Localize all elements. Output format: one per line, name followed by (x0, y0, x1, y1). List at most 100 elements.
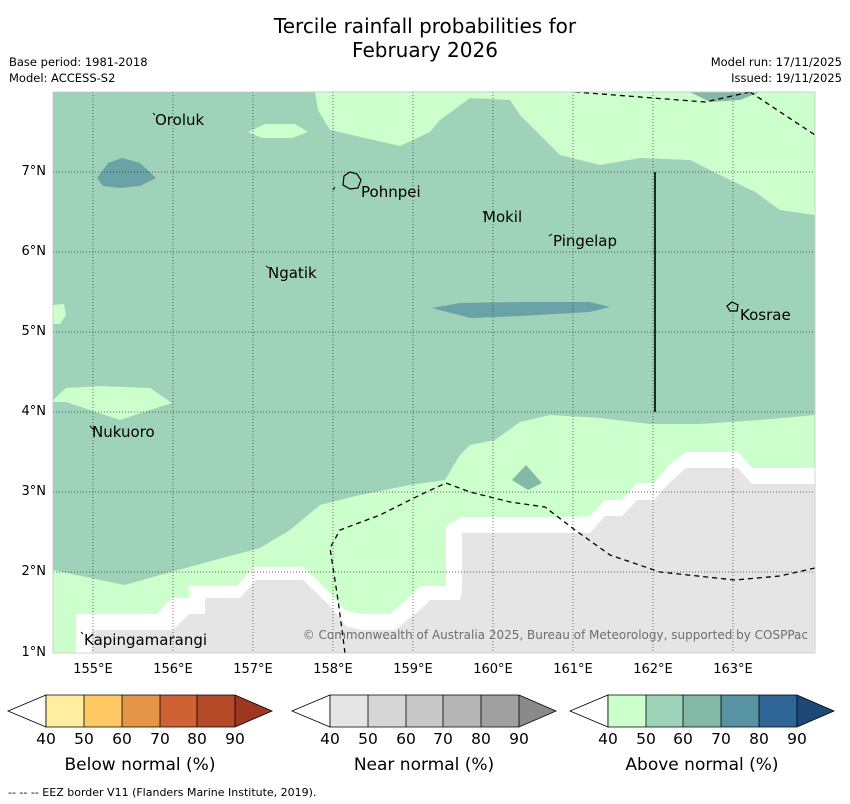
lat-label-1n: 1°N (21, 645, 47, 660)
above-40-50-nukuoro (53, 386, 172, 420)
probability-field (53, 92, 815, 653)
cb-below-tick-80: 80 (187, 730, 207, 748)
title-line-2: February 2026 (352, 38, 498, 62)
cb-near-tick-40: 40 (320, 730, 340, 748)
cb-below-90 (197, 695, 235, 727)
cb-near-tick-80: 80 (471, 730, 491, 748)
cb-below-title: Below normal (%) (64, 755, 216, 775)
ngatik-atoll (265, 265, 270, 269)
eez-legend-footer: -- -- -- EEZ border V11 (Flanders Marine… (8, 786, 317, 799)
run-info: Model run: 17/11/2025 Issued: 19/11/2025 (711, 54, 842, 86)
place-label-pohnpei: Pohnpei (361, 183, 421, 201)
cb-near-outline (329, 694, 558, 728)
place-label-kosrae: Kosrae (740, 306, 791, 324)
map-frame (52, 91, 816, 654)
cb-above-70 (683, 695, 721, 727)
model-run-date: Model run: 17/11/2025 (710, 55, 842, 69)
cb-above-50 (608, 695, 646, 727)
cb-near-60 (368, 695, 406, 727)
place-label-oroluk: Oroluk (155, 111, 205, 129)
cb-above-tick-70: 70 (711, 730, 731, 748)
cb-above-title: Above normal (%) (625, 755, 779, 775)
cb-above-tick-50: 50 (636, 730, 656, 748)
lat-label-7n: 7°N (21, 164, 47, 179)
above-40-50-west (53, 304, 66, 324)
above-40-50-region-north (315, 92, 815, 215)
cb-above-over (797, 695, 834, 727)
above-60-70-region-north (690, 92, 760, 102)
above-60-70-blob-west (97, 158, 156, 188)
cb-near-tick-50: 50 (358, 730, 378, 748)
cb-near-tick-60: 60 (396, 730, 416, 748)
copyright-notice: © Commonwealth of Australia 2025, Bureau… (302, 628, 808, 642)
pohnpei-island (342, 171, 362, 190)
kapingamarangi-atoll (80, 631, 84, 635)
title-line-1: Tercile rainfall probabilities for (273, 14, 577, 38)
cb-near-under (290, 694, 331, 728)
cb-near-90 (481, 695, 519, 727)
cb-below-80 (160, 695, 197, 727)
above-60-70-blob-center (432, 302, 610, 318)
cb-near-80 (443, 695, 481, 727)
cb-below-tick-40: 40 (36, 730, 56, 748)
colorbar-near-normal (290, 694, 558, 728)
colorbar-below-normal (6, 694, 274, 728)
place-label-nukuoro: Nukuoro (92, 423, 155, 441)
lon-label-155e: 155°E (73, 662, 113, 677)
nukuoro-atoll (89, 425, 95, 431)
cb-above-tick-40: 40 (598, 730, 618, 748)
cb-below-tick-90: 90 (225, 730, 245, 748)
cb-near-title: Near normal (%) (353, 755, 495, 775)
issued-date: Issued: 19/11/2025 (731, 71, 842, 85)
map-title: Tercile rainfall probabilities for Febru… (0, 14, 850, 62)
lon-label-163e: 163°E (713, 662, 753, 677)
cb-below-tick-60: 60 (112, 730, 132, 748)
above-40-50-blob (248, 124, 308, 138)
cb-below-50 (46, 695, 84, 727)
lat-label-2n: 2°N (21, 564, 47, 579)
lon-label-157e: 157°E (233, 662, 273, 677)
lon-label-160e: 160°E (473, 662, 513, 677)
cb-near-70 (406, 695, 443, 727)
model-name: Model: ACCESS-S2 (9, 71, 116, 85)
place-label-ngatik: Ngatik (268, 264, 317, 282)
place-label-pingelap: Pingelap (553, 232, 618, 250)
pingelap-atoll (548, 233, 553, 237)
cb-near-tick-70: 70 (433, 730, 453, 748)
lat-label-5n: 5°N (21, 324, 47, 339)
cb-below-60 (84, 695, 122, 727)
cb-below-tick-70: 70 (150, 730, 170, 748)
eez-border-north (574, 92, 751, 103)
cb-above-outline (607, 694, 836, 728)
lon-label-162e: 162°E (633, 662, 673, 677)
cb-above-80 (721, 695, 759, 727)
lat-label-4n: 4°N (21, 404, 47, 419)
cb-below-under (6, 694, 47, 728)
cb-below-outline (45, 694, 274, 728)
cb-above-tick-80: 80 (749, 730, 769, 748)
graticule (53, 92, 815, 653)
cb-above-90 (759, 695, 797, 727)
cb-near-over (519, 695, 556, 727)
lon-label-161e: 161°E (553, 662, 593, 677)
cb-above-tick-90: 90 (787, 730, 807, 748)
near-normal-40-50-region (92, 468, 815, 653)
lon-label-158e: 158°E (313, 662, 353, 677)
mokil-atoll (482, 210, 486, 215)
lon-label-159e: 159°E (393, 662, 433, 677)
kosrae-island (726, 301, 739, 312)
cb-above-under (568, 694, 609, 728)
lat-label-6n: 6°N (21, 244, 47, 259)
eez-border-south (329, 482, 815, 653)
cb-near-tick-90: 90 (509, 730, 529, 748)
lat-label-3n: 3°N (21, 484, 47, 499)
cb-near-50 (330, 695, 368, 727)
eez-border-northeast (749, 92, 815, 136)
cb-below-tick-50: 50 (74, 730, 94, 748)
ant-atoll (332, 186, 336, 191)
place-label-mokil: Mokil (483, 208, 523, 226)
cb-above-tick-60: 60 (673, 730, 693, 748)
cb-above-60 (646, 695, 683, 727)
place-label-kapingamarangi: Kapingamarangi (84, 631, 208, 649)
